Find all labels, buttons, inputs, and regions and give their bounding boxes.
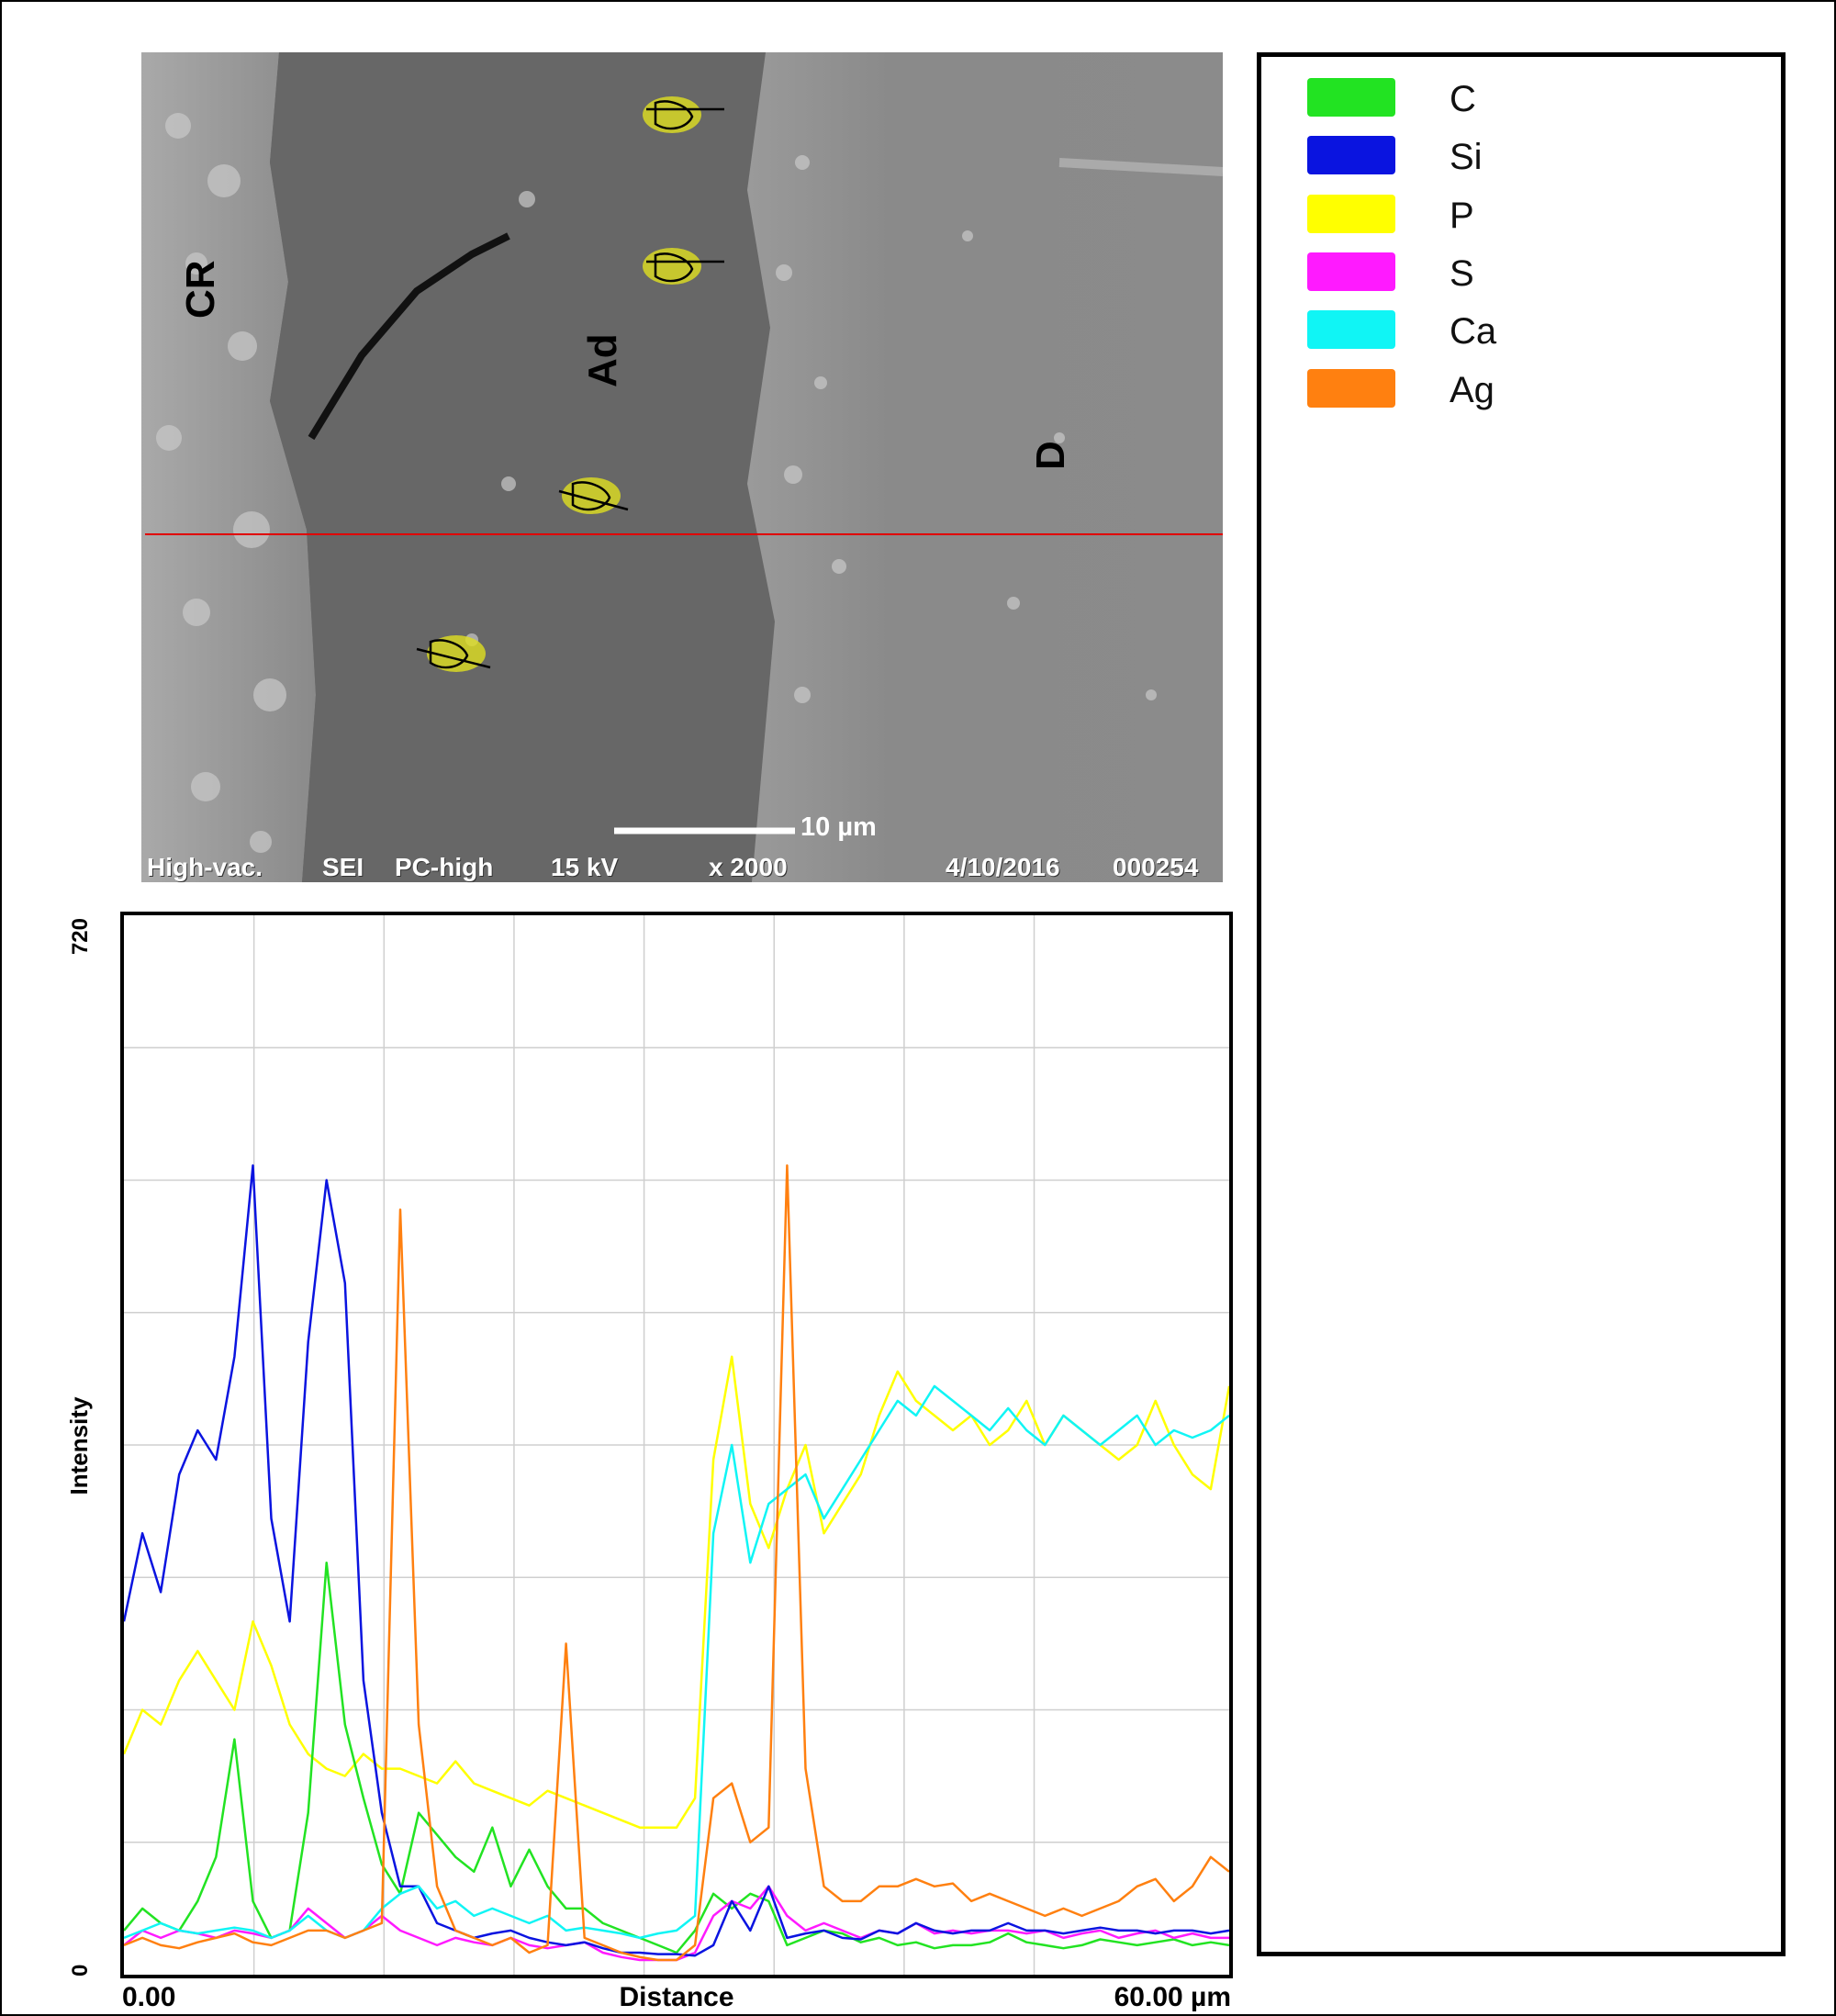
chart-series [122, 1164, 1231, 1962]
pointing-hand-icon [416, 639, 491, 669]
legend-swatch [1307, 136, 1395, 174]
sem-footer-voltage: 15 kV [551, 853, 619, 881]
series-line-p [122, 1355, 1231, 1829]
legend-label: P [1450, 196, 1474, 236]
series-line-c [123, 1561, 1230, 1954]
sem-footer-detector: SEI [322, 853, 364, 881]
series-line-ag [123, 1164, 1230, 1962]
legend-item-ag: Ag [1307, 369, 1748, 411]
y-tick-label-top: 720 [68, 918, 93, 955]
legend-label: Ag [1450, 370, 1495, 410]
sem-footer: High-vac. SEI PC-high 15 kV x 2000 4/10/… [141, 853, 1223, 882]
legend-item-si: Si [1307, 136, 1748, 178]
x-tick-label-left: 0.00 [122, 1982, 175, 2012]
legend-swatch [1307, 369, 1395, 408]
legend-swatch [1307, 195, 1395, 233]
scale-bar-label: 10 µm [800, 812, 877, 842]
y-axis-label: Intensity [65, 1396, 93, 1495]
legend-label: Ca [1450, 311, 1497, 352]
sem-footer-probe: PC-high [395, 853, 494, 881]
legend-swatch [1307, 252, 1395, 291]
plot-frame [120, 912, 1233, 1978]
legend-swatch [1307, 310, 1395, 349]
pointing-hand-icon [646, 252, 724, 283]
legend-panel: C Si P S Ca Ag [1257, 52, 1786, 1956]
sem-footer-date: 4/10/2016 [946, 853, 1060, 881]
sem-footer-image-number: 000254 [1113, 853, 1199, 881]
legend-item-p: P [1307, 195, 1748, 237]
pointing-hand-icon [646, 100, 724, 130]
legend-item-s: S [1307, 252, 1748, 295]
y-tick-label-bottom: 0 [68, 1965, 93, 1977]
x-tick-label-right: 60.00 µm [1114, 1982, 1231, 2012]
d-region [747, 52, 1223, 882]
series-line-ca [123, 1384, 1230, 1940]
legend-label: S [1450, 253, 1474, 294]
legend-item-c: C [1307, 78, 1748, 120]
sem-footer-magnification: x 2000 [709, 853, 788, 881]
legend-item-ca: Ca [1307, 310, 1748, 353]
series-line-si [122, 1164, 1230, 1957]
sem-texture [141, 52, 1223, 882]
x-axis-label: Distance [619, 1982, 733, 2012]
sem-footer-vacuum: High-vac. [147, 853, 263, 881]
legend-swatch [1307, 78, 1395, 117]
sem-micrograph: CR Ad D 10 µm High-vac. SEI PC-high 15 k… [141, 52, 1223, 882]
legend-label: Si [1450, 137, 1483, 177]
cr-region [141, 52, 316, 882]
chart-grid [124, 915, 1229, 1975]
pointing-hand-icon [558, 481, 629, 511]
legend-label: C [1450, 79, 1476, 119]
crack [308, 232, 510, 441]
